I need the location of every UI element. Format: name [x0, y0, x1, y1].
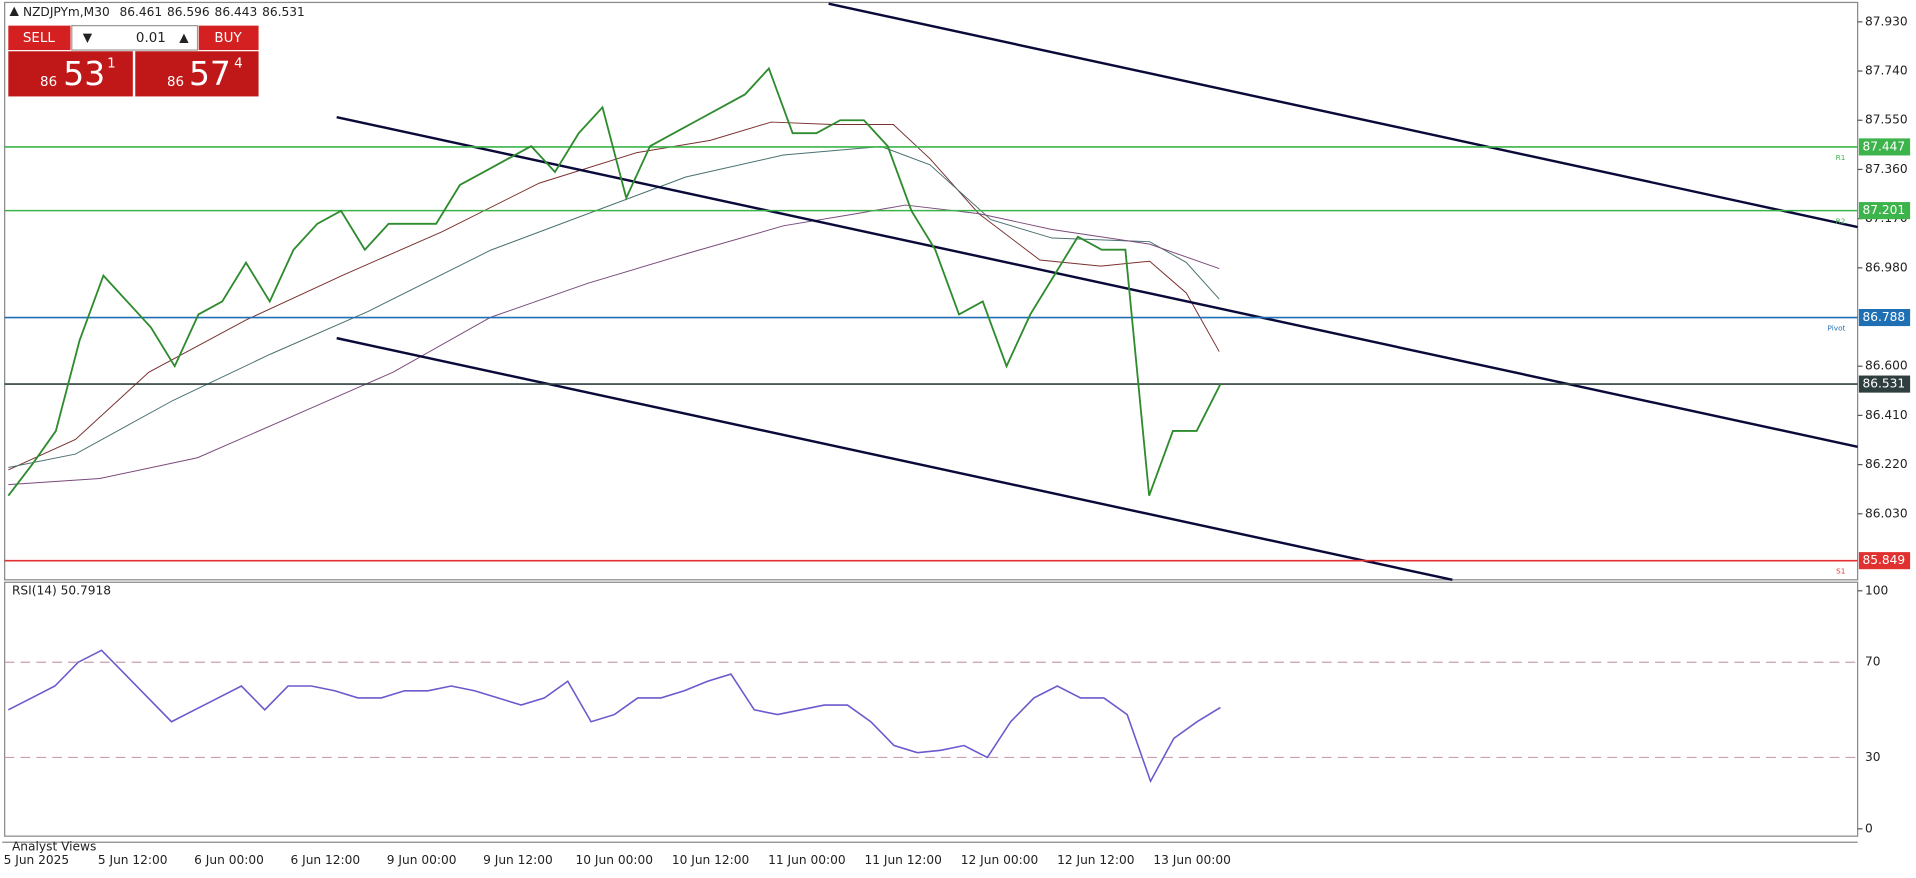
y-tick-label: 86.220 — [1865, 457, 1908, 471]
x-tick-label: 5 Jun 12:00 — [98, 853, 168, 867]
ask-box[interactable] — [135, 51, 259, 97]
pane-icon: ▲ — [10, 3, 20, 17]
y-tick-label: 87.550 — [1865, 113, 1908, 127]
x-tick-label: 11 Jun 00:00 — [768, 853, 845, 867]
rsi-tick-label: 70 — [1865, 655, 1881, 669]
x-tick-label: 13 Jun 00:00 — [1153, 853, 1230, 867]
level-label: 87.201 — [1863, 203, 1906, 217]
y-tick-label: 86.980 — [1865, 260, 1908, 274]
volume: 0.01 — [136, 31, 166, 46]
level-tag — [1858, 202, 1911, 220]
rsi-pane — [4, 581, 1859, 837]
volume-box[interactable] — [71, 25, 199, 51]
x-tick-label: 9 Jun 00:00 — [387, 853, 457, 867]
level-name: R1 — [1836, 153, 1846, 162]
level-tag — [1858, 138, 1911, 156]
rsi-tick-label: 100 — [1865, 583, 1888, 597]
x-tick-label: 6 Jun 12:00 — [290, 853, 360, 867]
y-tick-label: 86.030 — [1865, 506, 1908, 520]
level-tag — [1858, 552, 1911, 570]
sell-button[interactable] — [8, 25, 71, 51]
x-tick-label: 6 Jun 00:00 — [194, 853, 264, 867]
header-price: 86.461 — [119, 5, 162, 19]
ask-big: 86 — [167, 75, 184, 90]
rsi-tick-label: 30 — [1865, 750, 1881, 764]
y-tick-label: 86.410 — [1865, 408, 1908, 422]
moving-average — [8, 204, 1220, 486]
x-tick-label: 10 Jun 00:00 — [576, 853, 653, 867]
level-label: 86.531 — [1863, 377, 1906, 391]
trade-panel: SELL ▼ ▲ 0.01 BUY 86 53 1 86 57 4 — [8, 25, 259, 97]
buy-label: BUY — [214, 31, 242, 46]
sell-label: SELL — [23, 31, 55, 46]
x-tick-label: 12 Jun 00:00 — [961, 853, 1038, 867]
level-label: 87.447 — [1863, 139, 1906, 153]
x-tick-label: 9 Jun 12:00 — [483, 853, 553, 867]
header-quote: NZDJPYm,M30 86.461 86.596 86.443 86.531 — [23, 5, 305, 19]
level-label: 85.849 — [1863, 553, 1906, 567]
price-pane — [4, 1, 1859, 581]
y-tick-label: 87.930 — [1865, 14, 1908, 28]
moving-average — [8, 121, 1220, 471]
bid-box[interactable] — [8, 51, 133, 97]
ask-main: 57 — [189, 54, 231, 93]
channel-line — [336, 115, 1858, 448]
level-tag — [1858, 308, 1911, 327]
header-price: 86.443 — [215, 5, 258, 19]
bid-main: 53 — [63, 54, 105, 93]
moving-average — [8, 145, 1220, 468]
y-tick-label: 87.740 — [1865, 64, 1908, 78]
level-name: R2 — [1836, 217, 1846, 226]
symbol: NZDJPYm,M30 — [23, 5, 110, 19]
price-line — [7, 66, 1222, 497]
bid-small: 1 — [107, 56, 116, 71]
rsi-title: RSI(14) 50.7918 — [12, 583, 111, 597]
decrement[interactable]: ▼ — [83, 30, 93, 44]
increment[interactable]: ▲ — [179, 30, 189, 44]
x-tick-label: 5 Jun 2025 — [4, 853, 70, 867]
header-price: 86.531 — [262, 5, 305, 19]
level-label: 86.788 — [1863, 310, 1906, 324]
level-tag — [1858, 375, 1911, 393]
footer: Analyst Views — [12, 840, 96, 854]
x-tick-label: 10 Jun 12:00 — [672, 853, 749, 867]
header-price: 86.596 — [167, 5, 210, 19]
channel-line — [336, 336, 1453, 582]
channel-line — [828, 2, 1858, 229]
x-tick-label: 12 Jun 12:00 — [1057, 853, 1134, 867]
level-name: S1 — [1836, 567, 1845, 576]
level-name: Pivot — [1827, 324, 1845, 333]
rsi-tick-label: 0 — [1865, 821, 1873, 835]
buy-button[interactable] — [198, 25, 259, 51]
y-tick-label: 86.600 — [1865, 359, 1908, 373]
y-tick-label: 87.360 — [1865, 162, 1908, 176]
rsi-line — [7, 649, 1221, 784]
x-tick-label: 11 Jun 12:00 — [864, 853, 941, 867]
bid-big: 86 — [40, 75, 57, 90]
ask-small: 4 — [234, 56, 243, 71]
